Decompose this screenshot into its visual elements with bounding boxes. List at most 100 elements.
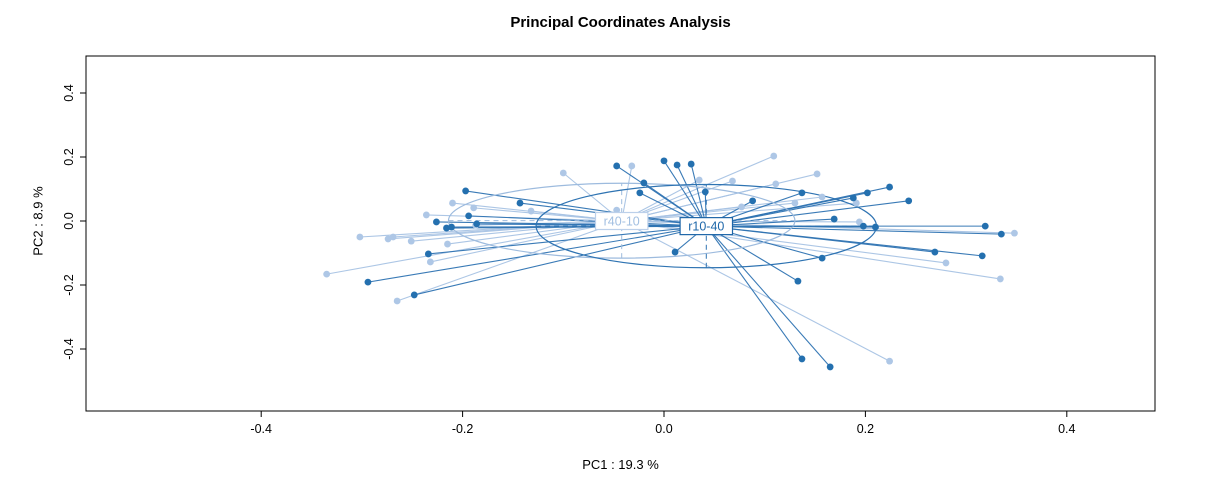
- point-r40-10: [791, 199, 799, 207]
- point-r10-40: [613, 162, 621, 170]
- point-r10-40: [671, 248, 679, 256]
- x-tick-label: 0.2: [857, 422, 874, 436]
- point-r10-40: [886, 183, 893, 191]
- point-r40-10: [852, 199, 860, 207]
- point-r10-40: [864, 189, 871, 197]
- point-r10-40: [981, 222, 989, 230]
- point-r10-40: [818, 254, 826, 262]
- point-r10-40: [462, 187, 470, 195]
- spider-line-r40-10: [621, 173, 818, 222]
- point-r10-40: [997, 230, 1005, 238]
- point-r10-40: [673, 161, 681, 169]
- point-r40-10: [729, 177, 736, 185]
- x-tick-label: 0.4: [1058, 422, 1075, 436]
- point-r40-10: [770, 152, 778, 160]
- point-r10-40: [640, 179, 648, 187]
- y-tick-label: 0.4: [62, 84, 76, 101]
- spider-line-r10-40: [414, 225, 707, 296]
- point-r40-10: [695, 176, 703, 184]
- spider-line-r40-10: [621, 220, 890, 362]
- point-r40-10: [738, 203, 745, 211]
- point-r10-40: [465, 212, 473, 220]
- point-r10-40: [830, 215, 838, 223]
- spider-line-r40-10: [621, 220, 1001, 280]
- point-r10-40: [687, 160, 695, 168]
- y-tick-label: 0.0: [62, 212, 76, 229]
- point-r40-10: [818, 193, 826, 201]
- point-r40-10: [356, 233, 364, 241]
- x-axis-label: PC1 : 19.3 %: [582, 457, 659, 472]
- point-r10-40: [826, 363, 834, 371]
- spider-line-r10-40: [706, 200, 909, 227]
- point-r10-40: [798, 189, 806, 197]
- point-r40-10: [426, 258, 434, 266]
- point-r40-10: [407, 237, 415, 245]
- y-tick-label: 0.2: [62, 148, 76, 165]
- spider-line-r40-10: [326, 220, 622, 275]
- spider-line-r10-40: [428, 225, 707, 255]
- spider-line-r40-10: [621, 202, 857, 222]
- point-r10-40: [433, 218, 440, 226]
- point-r10-40: [978, 252, 986, 260]
- spider-line-r10-40: [705, 225, 831, 368]
- point-r40-10: [628, 162, 636, 170]
- chart-title: Principal Coordinates Analysis: [510, 14, 731, 31]
- point-r40-10: [470, 204, 478, 212]
- point-r10-40: [443, 224, 450, 232]
- point-r10-40: [636, 189, 644, 197]
- y-tick-label: -0.4: [62, 338, 76, 360]
- plot-frame: [85, 55, 1156, 412]
- y-axis-label: PC2 : 8.9 %: [30, 186, 46, 256]
- point-r40-10: [613, 206, 621, 214]
- point-r40-10: [323, 270, 331, 278]
- point-r40-10: [996, 275, 1004, 283]
- centroid-label-r40-10: r40-10: [604, 215, 640, 229]
- spider-line-r10-40: [676, 164, 707, 227]
- spider-line-r10-40: [706, 225, 1002, 235]
- spider-line-r10-40: [706, 225, 799, 282]
- point-r10-40: [859, 222, 867, 230]
- point-r10-40: [849, 194, 857, 202]
- y-tick-label: -0.2: [62, 274, 76, 296]
- spider-line-r10-40: [367, 225, 707, 283]
- spider-line-r40-10: [396, 220, 622, 302]
- point-r40-10: [813, 170, 821, 178]
- point-r10-40: [701, 188, 709, 196]
- point-r10-40: [749, 197, 757, 205]
- point-r40-10: [1011, 229, 1018, 237]
- centroid-label-r10-40: r10-40: [688, 220, 724, 234]
- point-r10-40: [516, 199, 524, 207]
- point-r40-10: [449, 199, 456, 207]
- spider-line-r10-40: [705, 225, 803, 360]
- point-r10-40: [364, 278, 372, 286]
- spider-line-r10-40: [663, 160, 707, 227]
- spider-line-r10-40: [690, 163, 707, 227]
- point-r40-10: [886, 357, 893, 365]
- x-tick-label: 0.0: [655, 422, 672, 436]
- spider-line-r10-40: [476, 223, 707, 227]
- point-r40-10: [393, 297, 401, 305]
- point-r40-10: [772, 180, 780, 188]
- centroid-label-box-r40-10: [594, 211, 649, 231]
- point-r40-10: [422, 211, 430, 219]
- spider-line-r40-10: [621, 220, 947, 264]
- x-tick-label: -0.2: [452, 422, 474, 436]
- spider-line-r40-10: [393, 220, 622, 238]
- point-r10-40: [448, 223, 455, 231]
- spider-line-r40-10: [430, 220, 622, 263]
- point-r10-40: [660, 157, 668, 165]
- centroid-label-box-r10-40: [679, 217, 734, 236]
- point-r40-10: [389, 233, 397, 241]
- point-r10-40: [798, 355, 806, 363]
- point-r10-40: [872, 223, 879, 231]
- point-r10-40: [424, 250, 432, 258]
- point-r40-10: [942, 259, 950, 267]
- point-r10-40: [410, 291, 418, 299]
- point-r10-40: [905, 197, 913, 205]
- point-r40-10: [527, 207, 535, 215]
- point-r40-10: [559, 169, 567, 177]
- x-tick-label: -0.4: [250, 422, 272, 436]
- point-r10-40: [473, 220, 481, 228]
